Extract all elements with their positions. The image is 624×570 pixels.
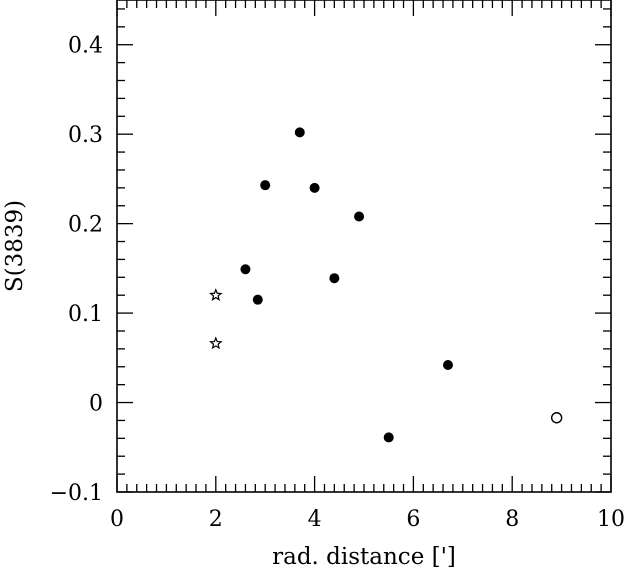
x-axis-label: rad. distance ['] (272, 544, 456, 570)
data-point-filled (294, 127, 305, 138)
axis-ticks (116, 0, 612, 493)
data-point-filled (354, 211, 365, 222)
x-tick-label: 2 (209, 507, 223, 532)
y-tick-label: 0.3 (68, 123, 103, 148)
data-point-filled (309, 182, 320, 193)
y-axis-label: S(3839) (2, 200, 28, 292)
x-tick-label: 8 (505, 507, 519, 532)
x-tick-label: 6 (406, 507, 420, 532)
data-point-filled (260, 180, 271, 191)
y-tick-label: −0.1 (50, 481, 103, 506)
data-point-filled (442, 359, 453, 370)
data-point-filled (240, 264, 251, 275)
data-point-open (550, 412, 563, 424)
y-tick-label: 0.1 (68, 302, 103, 327)
plot-frame (116, 0, 612, 493)
data-point-star (209, 288, 223, 301)
data-point-filled (383, 432, 394, 443)
data-point-filled (329, 273, 340, 284)
data-point-star (209, 336, 223, 350)
y-tick-label: 0.2 (68, 213, 103, 238)
tick-labels: 0 2 4 6 8 10 −0.1 0 0.1 0.2 0.3 0.4 (50, 34, 624, 532)
x-tick-label: 4 (308, 507, 322, 532)
y-tick-label: 0.4 (68, 34, 103, 59)
data-point-filled (252, 294, 263, 305)
y-tick-label: 0 (89, 392, 103, 417)
x-tick-label: 0 (110, 507, 124, 532)
data-points (209, 127, 563, 443)
x-tick-label: 10 (597, 507, 624, 532)
